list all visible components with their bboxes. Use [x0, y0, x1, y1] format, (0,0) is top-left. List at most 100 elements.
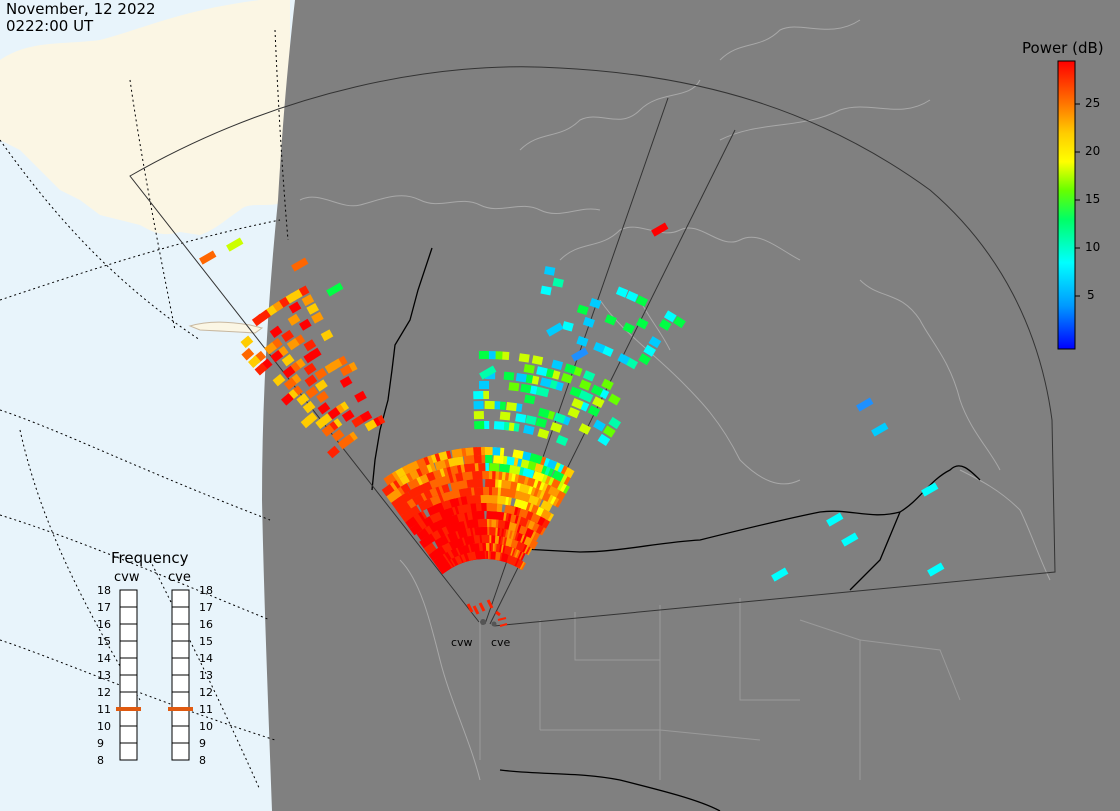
scatter-cell — [281, 329, 294, 343]
scatter-cell — [476, 518, 488, 528]
scatter-cell — [515, 373, 527, 383]
date-label: November, 12 2022 — [6, 0, 156, 18]
frequency-scale-label: 16 — [199, 618, 213, 631]
scatter-cell — [407, 478, 420, 490]
scatter-cell — [535, 417, 548, 428]
scatter-cell — [551, 470, 565, 482]
country-borders — [371, 247, 981, 811]
scatter-cell — [305, 386, 319, 399]
scatter-cell — [446, 489, 458, 501]
scatter-cells — [199, 222, 945, 582]
scatter-cell — [515, 413, 527, 423]
colorbar — [1057, 60, 1076, 350]
us-mexico-border — [499, 769, 721, 811]
scatter-cell — [226, 237, 244, 252]
frequency-scale-label: 12 — [199, 686, 213, 699]
coastline — [559, 226, 801, 261]
frequency-scale-label: 13 — [97, 669, 111, 682]
scatter-cell — [341, 409, 355, 422]
scatter-cell — [587, 405, 601, 417]
scatter-cell — [500, 479, 512, 490]
scatter-cell — [301, 294, 315, 307]
scatter-cell — [359, 410, 373, 423]
scatter-cell — [518, 483, 531, 494]
night-shading — [262, 0, 1120, 811]
scatter-cell — [638, 353, 651, 366]
scatter-cell — [579, 379, 592, 391]
scatter-cell — [450, 481, 462, 491]
scatter-cell — [466, 479, 477, 489]
colorbar-tick-label: 20 — [1085, 144, 1101, 158]
scatter-cell — [473, 410, 485, 420]
scatter-cell — [445, 523, 458, 535]
state-line — [540, 729, 761, 741]
frequency-scale-label: 15 — [97, 635, 111, 648]
scatter-cell — [484, 400, 495, 410]
scatter-cell — [296, 393, 310, 406]
longitude-line — [19, 429, 141, 701]
scatter-cell — [526, 494, 540, 506]
coastline — [719, 99, 931, 141]
scatter-cell — [320, 329, 334, 342]
scatter-cell — [248, 355, 261, 369]
frequency-scale-label: 10 — [199, 720, 213, 733]
frequency-scale-label: 15 — [199, 635, 213, 648]
scatter-cell — [485, 478, 496, 488]
scatter-cell — [486, 510, 497, 520]
scatter-cell — [283, 377, 297, 391]
colorbar-tick-label: 25 — [1085, 96, 1101, 110]
scatter-cell — [270, 349, 284, 363]
scatter-cell — [576, 304, 589, 316]
scatter-cell — [673, 316, 686, 329]
colorbar-tick-label: 15 — [1085, 192, 1101, 206]
colorbar-title: Power (dB) — [1022, 39, 1104, 57]
latitude-line — [0, 219, 281, 301]
scatter-cell — [567, 407, 580, 419]
frequency-scale-label: 17 — [97, 601, 111, 614]
state-boundaries — [479, 598, 961, 780]
scatter-cell — [524, 394, 536, 405]
scatter-cell — [381, 484, 395, 497]
scatter-cell — [564, 363, 577, 375]
scatter-cell — [625, 290, 639, 303]
scatter-cell — [364, 419, 378, 432]
scatter-cell — [569, 386, 582, 398]
scatter-cell — [518, 353, 530, 363]
scatter-cell — [602, 425, 616, 438]
frequency-radar-label-cve: cve — [168, 570, 191, 585]
scatter-cell — [339, 364, 353, 377]
scatter-cell — [473, 390, 484, 400]
scatter-cell — [582, 370, 596, 382]
scatter-cell — [269, 325, 283, 338]
frequency-scale-label: 14 — [199, 652, 213, 665]
scatter-cell — [539, 377, 552, 388]
frequency-scale-label: 16 — [97, 618, 111, 631]
lat-lon-grid — [0, 29, 289, 791]
hudson-bay-coast — [599, 299, 801, 485]
time-label: 0222:00 UT — [6, 17, 94, 35]
scatter-cell — [423, 542, 437, 555]
frequency-scale-label: 18 — [97, 584, 111, 597]
scatter-cell — [478, 350, 489, 360]
scatter-cell — [463, 455, 475, 465]
scatter-cell — [400, 510, 414, 523]
scatter-cell — [429, 477, 442, 489]
scatter-cell — [354, 390, 367, 403]
freq-marker-cvw — [116, 707, 141, 711]
scatter-cell — [536, 366, 548, 377]
coastline — [959, 469, 1051, 581]
alaska-canada-border — [371, 247, 433, 491]
frequency-panel-title: Frequency — [111, 549, 189, 567]
scatter-cell — [523, 424, 535, 435]
scatter-cell — [523, 364, 535, 374]
scatter-cell — [571, 397, 584, 410]
scatter-cell — [426, 504, 440, 516]
scatter-cell — [532, 470, 545, 482]
coastline — [399, 559, 481, 781]
scatter-cell — [254, 362, 268, 376]
scatter-cell — [291, 257, 309, 272]
scatter-cell — [324, 361, 338, 374]
scatter-cell — [506, 402, 517, 412]
scatter-cell — [622, 322, 636, 334]
